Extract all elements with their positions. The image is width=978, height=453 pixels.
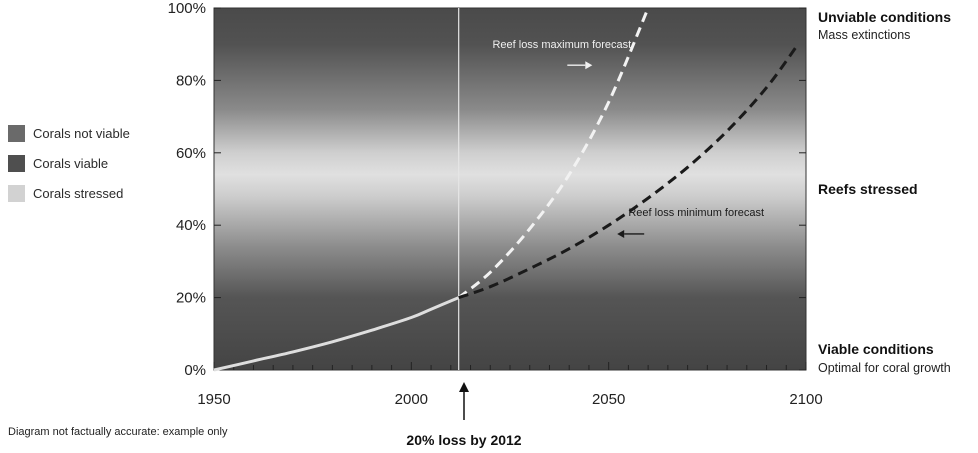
year-callout: 20% loss by 2012 — [406, 382, 522, 448]
historical-loss-line — [213, 296, 460, 372]
legend-item-stressed: Corals stressed — [8, 185, 123, 202]
zone-labels: Unviable conditions Mass extinctions Ree… — [818, 9, 951, 375]
y-tick-label: 80% — [176, 72, 206, 89]
y-tick-label: 20% — [176, 290, 206, 307]
viable-subtitle: Optimal for coral growth — [818, 361, 951, 375]
axis-layer: 0% 20% 40% 60% 80% 100% 1950 2000 2050 2100 — [168, 0, 823, 408]
unviable-subtitle: Mass extinctions — [818, 28, 910, 42]
footnote: Diagram not factually accurate: example … — [8, 426, 228, 438]
min-forecast-arrow-head — [617, 229, 625, 238]
y-tick-label: 60% — [176, 145, 206, 162]
callout-text: 20% loss by 2012 — [406, 432, 521, 448]
y-tick-label: 0% — [184, 362, 206, 379]
plot-background — [214, 8, 806, 370]
y-tick-label: 100% — [168, 0, 206, 17]
annotation-layer: Reef loss maximum forecast Reef loss mini… — [492, 39, 764, 238]
min-forecast-line — [458, 43, 800, 300]
max-forecast-arrow-head — [585, 61, 593, 70]
legend-swatch — [8, 155, 25, 172]
legend: Corals not viable Corals viable Corals s… — [8, 125, 130, 202]
viable-title: Viable conditions — [818, 341, 934, 357]
min-forecast-label: Reef loss minimum forecast — [628, 207, 764, 219]
legend-label: Corals not viable — [33, 126, 130, 141]
legend-item-not-viable: Corals not viable — [8, 125, 130, 142]
legend-swatch — [8, 125, 25, 142]
max-forecast-label: Reef loss maximum forecast — [492, 39, 631, 51]
series-layer — [213, 7, 800, 372]
max-forecast-line — [457, 7, 650, 299]
stressed-title: Reefs stressed — [818, 181, 918, 197]
legend-item-viable: Corals viable — [8, 155, 108, 172]
legend-label: Corals stressed — [33, 186, 123, 201]
x-tick-label: 1950 — [197, 391, 230, 408]
x-tick-label: 2050 — [592, 391, 625, 408]
legend-label: Corals viable — [33, 156, 108, 171]
unviable-title: Unviable conditions — [818, 9, 951, 25]
x-tick-label: 2100 — [789, 391, 822, 408]
y-tick-label: 40% — [176, 217, 206, 234]
legend-swatch — [8, 185, 25, 202]
callout-arrow-head — [459, 382, 469, 392]
x-tick-label: 2000 — [395, 391, 428, 408]
